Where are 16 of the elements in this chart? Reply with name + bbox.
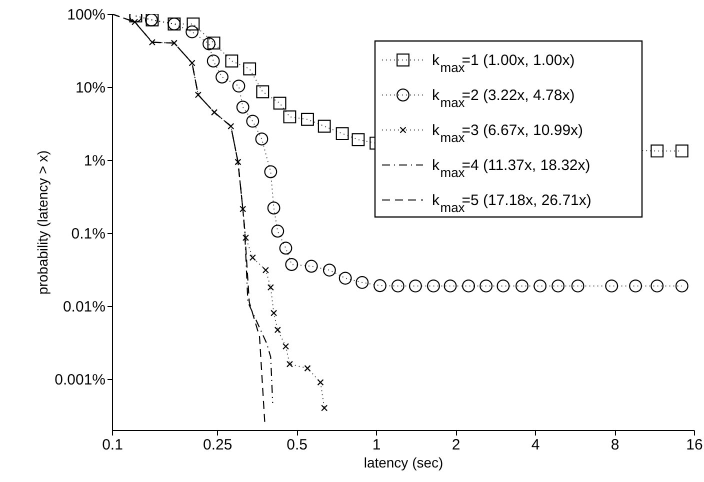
y-tick-label: 0.1% <box>71 225 106 242</box>
x-tick-label: 4 <box>531 436 540 454</box>
y-axis-title: probability (latency > x) <box>34 150 51 295</box>
x-tick-label: 2 <box>452 436 460 454</box>
x-tick-label: 0.1 <box>102 436 123 454</box>
x-tick-label: 0.5 <box>286 436 308 454</box>
x-axis-title: latency (sec) <box>364 454 444 470</box>
y-tick-label: 0.01% <box>62 298 106 316</box>
y-tick-label: 100% <box>67 6 106 24</box>
x-tick-label: 0.25 <box>202 436 232 454</box>
y-tick-label: 1% <box>84 152 106 170</box>
x-tick-label: 8 <box>610 436 620 454</box>
x-tick-label: 16 <box>686 436 703 454</box>
y-tick-label: 10% <box>75 79 106 96</box>
y-tick-label: 0.001% <box>54 371 106 388</box>
x-tick-label: 1 <box>372 436 381 454</box>
